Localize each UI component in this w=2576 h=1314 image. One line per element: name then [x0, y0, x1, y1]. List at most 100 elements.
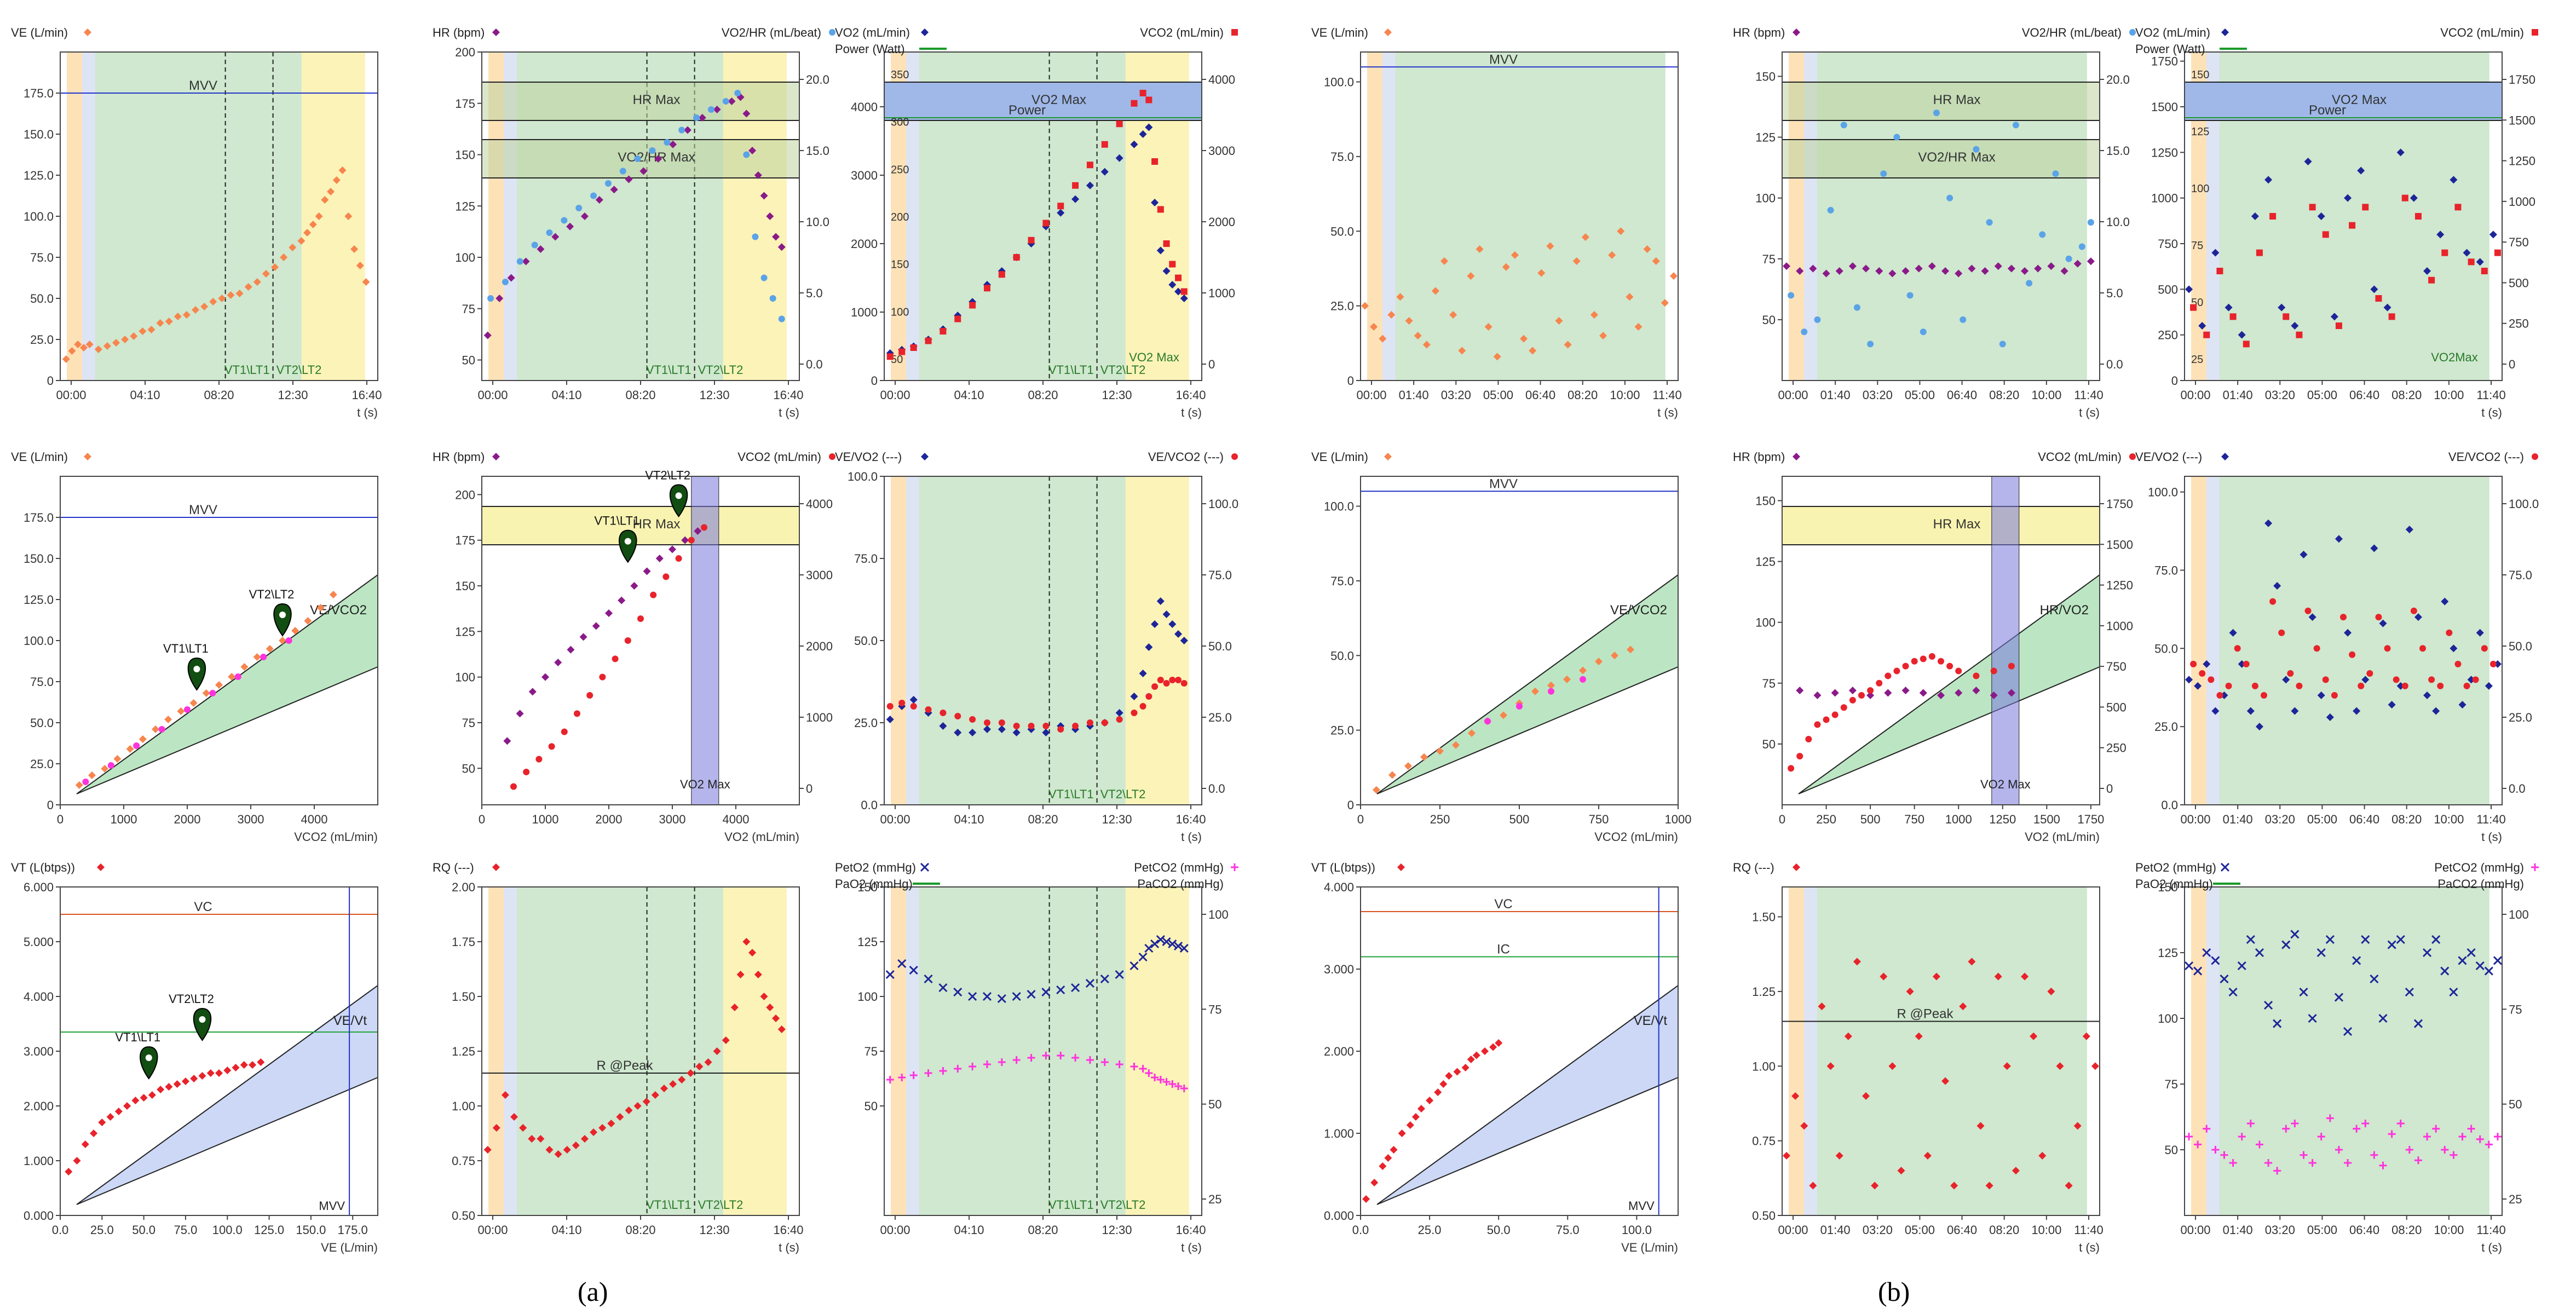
data-point-s0: [2476, 629, 2484, 637]
data-point-s0: [75, 781, 83, 789]
data-point-s0: [495, 295, 504, 302]
ytick-right-label: 1500: [2106, 538, 2133, 551]
xtick-label: 12:30: [1102, 1223, 1132, 1237]
data-point-s1: [1116, 120, 1123, 128]
data-point-s0: [1581, 233, 1589, 241]
ytick-right-label: 1000: [2509, 195, 2535, 209]
xtick-label: 00:00: [2180, 812, 2210, 826]
ytick-label: 1250: [2151, 146, 2178, 159]
data-point-s0: [2387, 940, 2396, 949]
data-point-s1: [590, 192, 597, 199]
data-point-s1: [510, 783, 517, 790]
data-point-s1: [2485, 1140, 2493, 1149]
data-point-s0: [754, 971, 762, 978]
band-label-0: VO2 Max: [1031, 93, 1086, 107]
data-point-s0: [1853, 958, 1861, 966]
data-point-s1: [940, 710, 947, 716]
data-point-s1: [2283, 313, 2290, 320]
data-point-s0: [592, 622, 600, 630]
data-point-s0: [545, 1146, 554, 1154]
data-point-s0: [630, 582, 638, 590]
chart-a-r3c1: VE/Vt VC MVV 0.000 1.000 2.000 3.000 4.000 5.000…: [11, 861, 378, 1254]
ytick-right-label: 0: [806, 782, 812, 796]
data-point-s0: [215, 1069, 223, 1077]
data-point-s1: [1858, 692, 1865, 699]
data-point-s0: [1174, 287, 1183, 296]
data-point-s0: [1414, 332, 1422, 340]
data-point-s0: [579, 633, 587, 641]
data-point-s1: [1876, 679, 1883, 687]
zone-warmup: [2191, 476, 2206, 805]
plot-frame: [2184, 476, 2503, 805]
data-point-s0: [2299, 987, 2308, 997]
data-point-s0: [1452, 741, 1460, 749]
xtick-label: 08:20: [625, 388, 655, 402]
hline-label-1: IC: [1497, 942, 1510, 957]
ytick-right-label: 100.0: [1208, 497, 1238, 511]
ytick-label: 125: [455, 625, 475, 638]
data-point-s0: [1417, 1105, 1425, 1113]
data-point-s0: [2308, 1013, 2317, 1023]
data-point-s0: [1396, 293, 1404, 301]
data-point-s0: [182, 311, 191, 319]
legend-left: VE (L/min): [1311, 450, 1368, 464]
data-point-s1: [2489, 660, 2497, 667]
data-point-s1: [2282, 1125, 2290, 1133]
ytick-label: 0.000: [24, 1209, 54, 1223]
ytick-right-label: 3000: [806, 568, 833, 582]
ytick-right-label: 250: [2509, 317, 2529, 331]
data-point-s0: [1458, 347, 1466, 355]
data-point-s0: [492, 1124, 500, 1132]
data-point-s0: [639, 167, 648, 175]
data-point-s0: [2334, 993, 2344, 1002]
data-point-s1: [1955, 667, 1962, 675]
data-point-s0: [1901, 687, 1910, 695]
data-point-s0: [1901, 267, 1910, 275]
data-point-s0: [1981, 267, 1989, 275]
data-point-s1: [2467, 1125, 2475, 1133]
data-point-s0: [356, 262, 364, 269]
data-point-s0: [106, 1113, 114, 1121]
data-point-s1: [234, 673, 241, 680]
data-point-s0: [1085, 978, 1094, 988]
data-point-s1: [2379, 1161, 2387, 1169]
xtick-label: 01:40: [1399, 388, 1429, 402]
threshold-pin-dot-0: [193, 666, 200, 672]
data-point-s1: [649, 147, 656, 154]
data-point-s1: [1086, 1056, 1094, 1064]
data-point-s0: [1915, 1032, 1923, 1040]
xtick-label: 03:20: [2265, 1223, 2295, 1237]
zone-rest: [2206, 887, 2220, 1215]
data-point-s0: [73, 1157, 81, 1165]
data-point-s0: [695, 1063, 704, 1070]
data-point-s0: [315, 212, 323, 220]
data-point-s1: [1580, 676, 1586, 683]
xtick-label: 04:10: [551, 388, 581, 402]
data-point-s0: [698, 114, 706, 122]
xtick-label: 01:40: [2223, 812, 2253, 826]
data-point-s0: [1162, 267, 1171, 275]
data-point-s1: [939, 1067, 947, 1075]
data-point-s1: [1906, 292, 1914, 299]
data-point-s0: [2308, 613, 2316, 621]
data-point-s0: [2263, 1000, 2273, 1010]
threshold-pin-1: [193, 1007, 212, 1041]
legend-left-swatch: [1793, 453, 1800, 460]
xtick-label: 750: [1904, 812, 1924, 826]
data-point-s1: [2313, 645, 2320, 652]
data-point-s0: [2211, 707, 2220, 715]
data-point-s0: [2185, 285, 2193, 293]
data-point-s1: [743, 151, 750, 158]
band-0: [481, 506, 800, 545]
data-point-s0: [2353, 707, 2361, 715]
data-point-s0: [1611, 652, 1618, 660]
xtick-label: 0: [479, 812, 485, 826]
vline-label-0: MVV: [319, 1199, 345, 1213]
legend-right-swatch: [2129, 29, 2136, 36]
data-point-s0: [681, 536, 689, 544]
data-point-s1: [1548, 688, 1554, 695]
data-point-s1: [2229, 1159, 2237, 1167]
data-point-s0: [2396, 148, 2405, 157]
data-point-s1: [1027, 1054, 1035, 1062]
data-point-s0: [316, 604, 325, 612]
